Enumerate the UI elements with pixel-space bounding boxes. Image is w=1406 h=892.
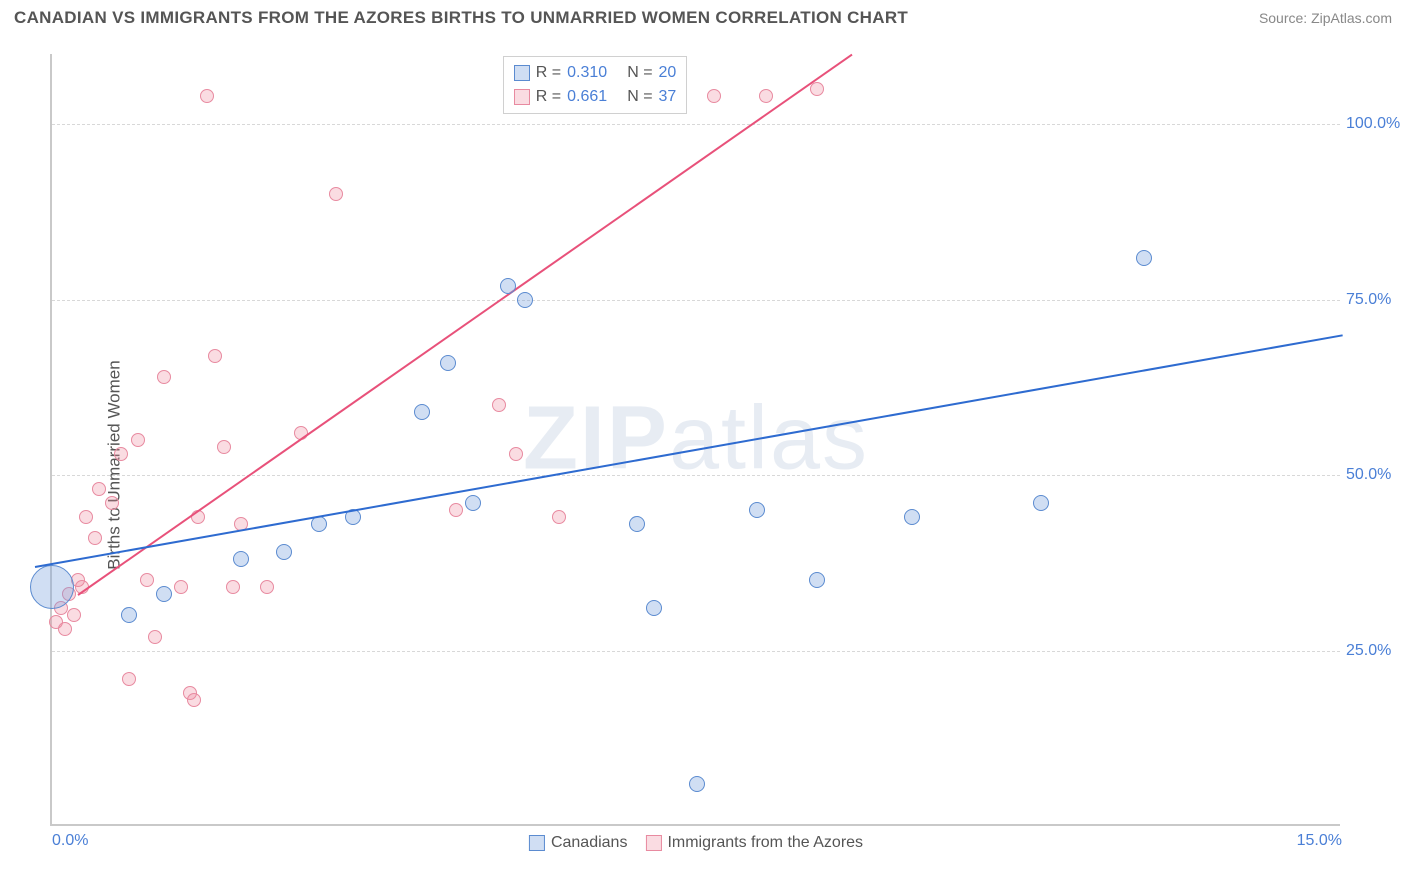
data-point xyxy=(707,89,721,103)
source-label: Source: ZipAtlas.com xyxy=(1259,10,1392,26)
legend-swatch xyxy=(514,65,530,81)
legend-r-label: R = xyxy=(536,61,561,85)
data-point xyxy=(449,503,463,517)
legend-label: Immigrants from the Azores xyxy=(667,834,863,852)
legend-swatch xyxy=(514,89,530,105)
legend-swatch xyxy=(645,835,661,851)
watermark-bold: ZIP xyxy=(523,389,669,489)
data-point xyxy=(517,292,533,308)
y-tick-label: 50.0% xyxy=(1346,466,1398,484)
data-point xyxy=(208,349,222,363)
data-point xyxy=(92,482,106,496)
legend-n-label: N = xyxy=(627,85,652,109)
data-point xyxy=(121,607,137,623)
data-point xyxy=(174,580,188,594)
legend-n-value: 37 xyxy=(659,85,677,109)
data-point xyxy=(629,516,645,532)
data-point xyxy=(114,447,128,461)
data-point xyxy=(67,608,81,622)
y-tick-label: 25.0% xyxy=(1346,642,1398,660)
gridline xyxy=(52,300,1340,301)
data-point xyxy=(414,404,430,420)
data-point xyxy=(492,398,506,412)
x-tick-min: 0.0% xyxy=(52,832,88,850)
data-point xyxy=(88,531,102,545)
data-point xyxy=(509,447,523,461)
data-point xyxy=(809,572,825,588)
data-point xyxy=(904,509,920,525)
legend-r-label: R = xyxy=(536,85,561,109)
data-point xyxy=(500,278,516,294)
data-point xyxy=(329,187,343,201)
gridline xyxy=(52,651,1340,652)
data-point xyxy=(233,551,249,567)
data-point xyxy=(440,355,456,371)
data-point xyxy=(30,565,74,609)
series-legend: Canadians Immigrants from the Azores xyxy=(529,834,863,852)
data-point xyxy=(276,544,292,560)
data-point xyxy=(79,510,93,524)
legend-swatch xyxy=(529,835,545,851)
data-point xyxy=(122,672,136,686)
stats-legend: R = 0.310 N = 20 R = 0.661 N = 37 xyxy=(503,56,688,114)
data-point xyxy=(187,693,201,707)
chart-title: CANADIAN VS IMMIGRANTS FROM THE AZORES B… xyxy=(14,8,908,28)
data-point xyxy=(226,580,240,594)
chart-area: Births to Unmarried Women ZIPatlas 25.0%… xyxy=(0,38,1406,892)
gridline xyxy=(52,124,1340,125)
y-tick-label: 100.0% xyxy=(1346,115,1398,133)
data-point xyxy=(131,433,145,447)
x-tick-max: 15.0% xyxy=(1297,832,1342,850)
data-point xyxy=(148,630,162,644)
data-point xyxy=(759,89,773,103)
y-tick-label: 75.0% xyxy=(1346,291,1398,309)
data-point xyxy=(552,510,566,524)
data-point xyxy=(105,496,119,510)
data-point xyxy=(749,502,765,518)
legend-n-value: 20 xyxy=(659,61,677,85)
legend-r-value: 0.661 xyxy=(567,85,607,109)
data-point xyxy=(646,600,662,616)
data-point xyxy=(58,622,72,636)
plot-area: ZIPatlas 25.0%50.0%75.0%100.0%0.0%15.0%R… xyxy=(50,54,1340,826)
data-point xyxy=(140,573,154,587)
stats-legend-row: R = 0.661 N = 37 xyxy=(514,85,677,109)
data-point xyxy=(200,89,214,103)
watermark-thin: atlas xyxy=(669,389,869,489)
legend-label: Canadians xyxy=(551,834,628,852)
legend-r-value: 0.310 xyxy=(567,61,607,85)
trend-line xyxy=(77,54,852,596)
data-point xyxy=(810,82,824,96)
stats-legend-row: R = 0.310 N = 20 xyxy=(514,61,677,85)
trend-line xyxy=(35,335,1343,569)
data-point xyxy=(689,776,705,792)
data-point xyxy=(217,440,231,454)
data-point xyxy=(1033,495,1049,511)
legend-n-label: N = xyxy=(627,61,652,85)
data-point xyxy=(465,495,481,511)
data-point xyxy=(157,370,171,384)
legend-item: Canadians xyxy=(529,834,628,852)
data-point xyxy=(1136,250,1152,266)
data-point xyxy=(156,586,172,602)
data-point xyxy=(260,580,274,594)
legend-item: Immigrants from the Azores xyxy=(645,834,863,852)
